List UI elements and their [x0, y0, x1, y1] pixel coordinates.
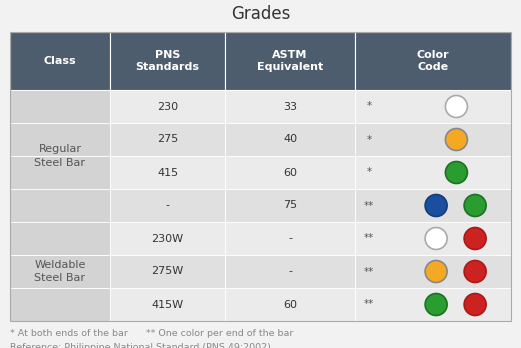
Bar	[110, 156, 225, 189]
Bar	[355, 32, 511, 90]
Text: *: *	[366, 167, 371, 177]
Circle shape	[445, 95, 467, 118]
Bar	[10, 288, 110, 321]
Circle shape	[425, 261, 447, 283]
Text: Class: Class	[44, 56, 76, 66]
Circle shape	[445, 161, 467, 183]
Bar	[10, 255, 110, 288]
Text: 75: 75	[283, 200, 297, 211]
Text: Grades: Grades	[231, 5, 290, 23]
Bar	[10, 32, 110, 90]
Bar	[225, 255, 355, 288]
Text: 230W: 230W	[152, 234, 183, 244]
Text: **: **	[364, 300, 374, 309]
Bar	[110, 288, 225, 321]
Bar	[355, 288, 511, 321]
Bar	[110, 90, 225, 123]
Bar	[225, 123, 355, 156]
Text: -: -	[288, 267, 292, 277]
Text: 275: 275	[157, 134, 178, 144]
Text: 230: 230	[157, 102, 178, 111]
Bar	[355, 156, 511, 189]
Bar	[10, 123, 110, 156]
Circle shape	[425, 195, 447, 216]
Text: PNS
Standards: PNS Standards	[135, 50, 200, 72]
Text: Weldable
Steel Bar: Weldable Steel Bar	[34, 260, 85, 283]
Text: **: **	[364, 267, 374, 277]
Bar	[110, 32, 225, 90]
Bar	[10, 32, 511, 321]
Bar	[225, 90, 355, 123]
Bar	[10, 90, 110, 123]
Circle shape	[464, 261, 486, 283]
Bar	[225, 222, 355, 255]
Circle shape	[425, 228, 447, 250]
Bar	[110, 222, 225, 255]
Circle shape	[464, 228, 486, 250]
Text: 60: 60	[283, 300, 297, 309]
Bar	[225, 288, 355, 321]
Text: 33: 33	[283, 102, 297, 111]
Text: -: -	[166, 200, 169, 211]
Bar	[355, 255, 511, 288]
Bar	[225, 156, 355, 189]
Bar	[110, 123, 225, 156]
Text: 60: 60	[283, 167, 297, 177]
Bar	[10, 156, 110, 189]
Text: 275W: 275W	[152, 267, 183, 277]
Bar	[10, 222, 110, 255]
Text: 415: 415	[157, 167, 178, 177]
Text: * At both ends of the bar      ** One color per end of the bar: * At both ends of the bar ** One color p…	[10, 329, 293, 338]
Bar	[225, 189, 355, 222]
Circle shape	[425, 293, 447, 316]
Circle shape	[464, 293, 486, 316]
Bar	[110, 189, 225, 222]
Text: **: **	[364, 234, 374, 244]
Circle shape	[464, 195, 486, 216]
Text: Color
Code: Color Code	[417, 50, 449, 72]
Bar	[355, 222, 511, 255]
Bar	[110, 255, 225, 288]
Text: Regular
Steel Bar: Regular Steel Bar	[34, 144, 85, 168]
Text: **: **	[364, 200, 374, 211]
Text: *: *	[366, 102, 371, 111]
Bar	[355, 189, 511, 222]
Text: ASTM
Equivalent: ASTM Equivalent	[257, 50, 323, 72]
Circle shape	[445, 128, 467, 150]
Text: -: -	[288, 234, 292, 244]
Bar	[10, 189, 110, 222]
Text: 40: 40	[283, 134, 297, 144]
Text: 415W: 415W	[152, 300, 183, 309]
Text: *: *	[366, 134, 371, 144]
Bar	[355, 90, 511, 123]
Bar	[355, 123, 511, 156]
Text: Reference: Philippine National Standard (PNS 49:2002): Reference: Philippine National Standard …	[10, 343, 271, 348]
Bar	[225, 32, 355, 90]
